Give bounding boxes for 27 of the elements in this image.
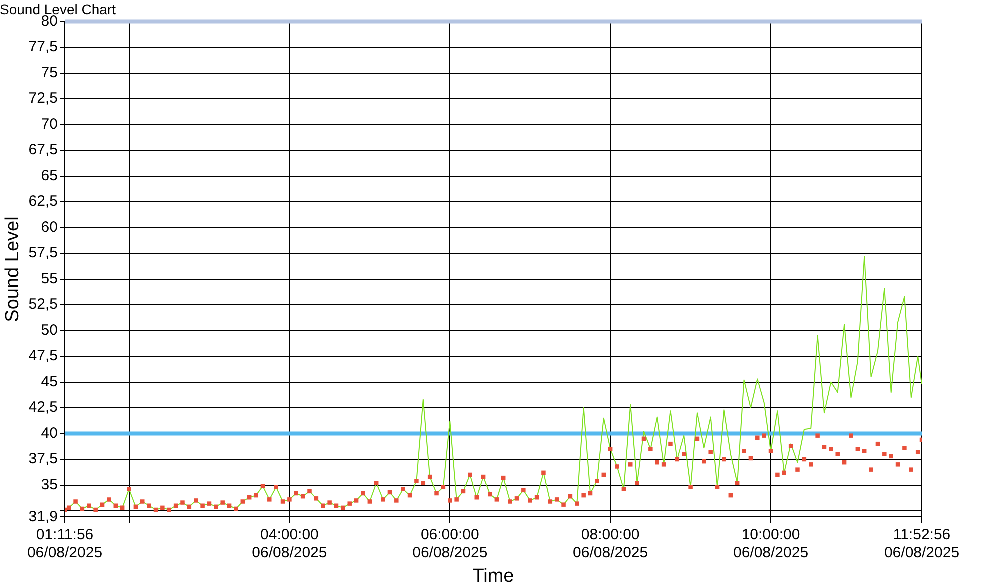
y-tick-label: 37,5 xyxy=(28,450,58,468)
y-tick-label: 40 xyxy=(41,424,58,442)
x-tick-label: 01:11:56 06/08/2025 xyxy=(27,526,103,562)
x-tick-label: 11:52:56 06/08/2025 xyxy=(884,526,960,562)
x-tick-label: 08:00:00 06/08/2025 xyxy=(573,526,648,562)
y-tick-label: 65 xyxy=(41,167,58,184)
x-axis-title: Time xyxy=(472,566,514,587)
y-tick-label: 50 xyxy=(41,322,58,339)
y-tick-label: 31,9 xyxy=(28,508,58,526)
y-tick-label: 77,5 xyxy=(28,38,58,56)
x-tick-label: 10:00:00 06/08/2025 xyxy=(733,526,809,562)
y-tick-label: 75 xyxy=(41,64,58,82)
x-tick-label: 04:00:00 06/08/2025 xyxy=(252,526,328,562)
y-tick-label: 67,5 xyxy=(28,142,58,159)
y-tick-label: 47,5 xyxy=(28,348,58,365)
y-tick-label: 55 xyxy=(41,270,58,288)
y-tick-label: 60 xyxy=(41,218,58,236)
y-tick-label: 35 xyxy=(41,476,58,494)
y-tick-label: 62,5 xyxy=(28,193,58,210)
y-tick-label: 42,5 xyxy=(28,399,58,416)
y-tick-label: 52,5 xyxy=(28,296,58,314)
y-axis-title: Sound Level xyxy=(2,216,24,322)
y-tick-label: 72,5 xyxy=(28,90,58,108)
y-tick-label: 70 xyxy=(41,116,58,133)
y-tick-label: 57,5 xyxy=(28,244,58,262)
x-tick-label: 06:00:00 06/08/2025 xyxy=(412,526,488,562)
y-tick-label: 45 xyxy=(41,373,58,390)
